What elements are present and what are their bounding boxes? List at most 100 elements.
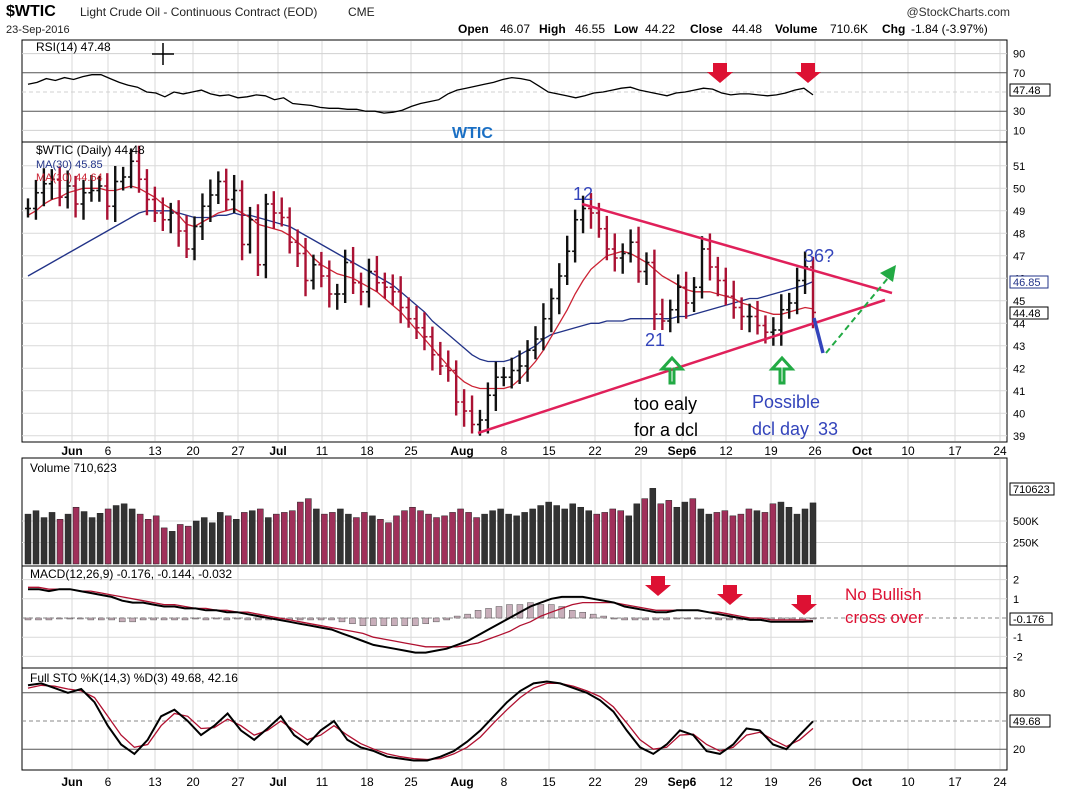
macd-histogram-bar	[181, 617, 189, 621]
volume-bar	[345, 513, 352, 565]
price-bar	[556, 263, 563, 315]
price-bar	[611, 233, 618, 272]
macd-histogram-bar	[108, 617, 115, 621]
sto-d-line	[27, 682, 814, 761]
y-tick-label: 45	[1013, 296, 1025, 308]
volume-bar	[689, 498, 697, 565]
price-bar	[151, 186, 158, 222]
price-bar	[128, 148, 135, 189]
volume-bar	[128, 508, 136, 565]
volume-bar	[305, 498, 312, 565]
volume-bar	[265, 517, 272, 565]
price-bar	[770, 317, 777, 346]
volume-bar	[553, 505, 560, 565]
volume-bar	[120, 503, 128, 565]
symbol-text: $WTIC	[6, 3, 56, 20]
volume-bar	[152, 515, 160, 565]
price-bar	[619, 243, 626, 274]
price-bar	[421, 312, 428, 351]
y-tick-label: 1	[1013, 594, 1019, 606]
volume-bar	[665, 500, 673, 565]
volume-bar	[184, 525, 192, 565]
watermark: @StockCharts.com	[906, 5, 1010, 19]
macd-line	[28, 588, 814, 654]
macd-histogram-bar	[171, 617, 178, 621]
volume-bar	[377, 519, 384, 565]
x-tick-label: 15	[542, 444, 556, 458]
macd-histogram-bar	[56, 617, 63, 620]
volume-bar	[361, 512, 368, 565]
macd-histogram-bar	[244, 617, 252, 621]
x-tick-label: 6	[105, 444, 112, 458]
x-tick-label: 8	[501, 775, 508, 789]
price-bar	[64, 170, 71, 209]
down-arrow-icon	[795, 63, 821, 83]
price-bar	[437, 341, 444, 375]
macd-histogram-bar	[673, 617, 681, 620]
price-bar	[572, 209, 579, 263]
price-bar	[564, 235, 571, 285]
price-bar	[524, 340, 531, 382]
macd-histogram-bar	[474, 610, 482, 619]
volume-bar	[289, 510, 296, 565]
volume-bar	[313, 508, 320, 565]
volume-bar	[809, 502, 817, 565]
price-bar	[175, 200, 182, 247]
y-tick-label: 44	[1013, 318, 1025, 330]
price-bar	[302, 237, 309, 297]
sto-panel: 80 20 Full STO %K(14,3) %D(3) 49.68, 42.1…	[21, 667, 1051, 771]
volume-bar	[545, 501, 552, 565]
macd-histogram-bar	[307, 617, 314, 621]
price-panel: 51504948474645444342414039 $WTIC (Daily)…	[21, 141, 1049, 443]
volume-bar	[40, 517, 48, 565]
price-bar	[350, 246, 357, 294]
macd-histogram-bar	[600, 615, 607, 619]
x-tick-label: 13	[148, 444, 162, 458]
macd-arrows	[645, 576, 817, 615]
macd-histogram-bar	[391, 617, 398, 626]
macd-histogram-bar	[45, 617, 53, 621]
ma30-value-box	[1009, 275, 1049, 289]
macd-histogram-bar	[432, 617, 440, 623]
annotation-21: 21	[645, 330, 665, 350]
macd-histogram-bar	[24, 617, 32, 621]
rsi-last-value-box	[1009, 83, 1051, 97]
x-tick-label: 25	[404, 775, 418, 789]
volume-bar	[168, 531, 176, 565]
price-bar	[286, 207, 293, 254]
volume-bar	[521, 512, 528, 565]
down-arrow-icon	[717, 585, 743, 605]
volume-panel: 500K 250K Volume 710,623 710623	[21, 457, 1055, 567]
price-bar	[810, 256, 816, 329]
price-bar	[508, 357, 515, 389]
macd-histogram-bar	[150, 617, 157, 621]
price-bar	[96, 175, 103, 202]
price-bar	[603, 215, 610, 261]
macd-histogram-bar	[234, 617, 241, 620]
price-bar	[191, 216, 198, 261]
x-tick-label: 6	[105, 775, 112, 789]
rsi-last-value-tag: 47.48	[1009, 83, 1051, 97]
x-tick-label: 25	[404, 444, 418, 458]
macd-histogram-bar	[328, 617, 335, 621]
volume-last-value: 710623	[1013, 484, 1050, 496]
price-bar	[429, 326, 436, 371]
price-bar	[413, 305, 420, 339]
macd-histogram-bar	[255, 617, 262, 621]
price-bar	[667, 299, 674, 333]
volume-bar	[633, 503, 641, 565]
price-bar	[167, 202, 174, 234]
low-label: Low	[614, 22, 639, 36]
volume-bar	[72, 506, 80, 565]
x-tick-label: 10	[901, 444, 915, 458]
volume-bar	[761, 512, 769, 565]
x-tick-label: 8	[501, 444, 508, 458]
macd-histogram-bar	[537, 604, 545, 619]
x-tick-label: Jun	[61, 775, 82, 789]
macd-histogram-bar	[642, 617, 649, 621]
price-bar	[207, 179, 214, 222]
volume-bar	[273, 513, 280, 565]
annotation-dcl-day: dcl day	[752, 419, 809, 439]
macd-histogram-bar	[527, 602, 534, 619]
sto-k-line	[27, 680, 814, 762]
